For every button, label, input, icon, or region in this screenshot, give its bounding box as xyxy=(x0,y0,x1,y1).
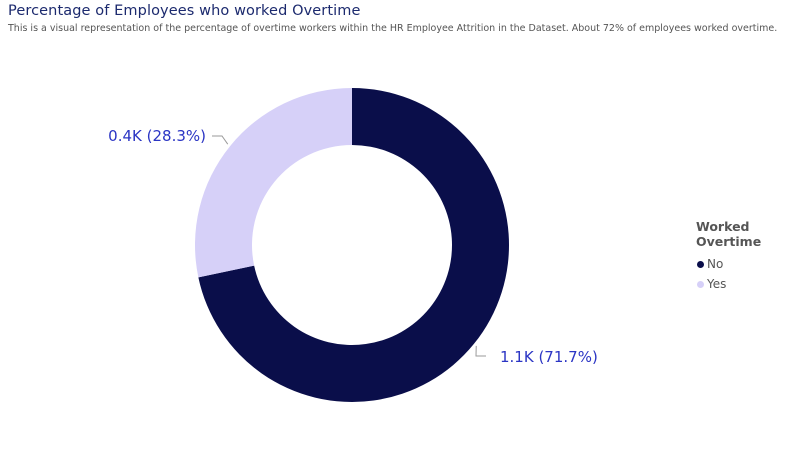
legend-label-yes: Yes xyxy=(707,277,727,291)
chart-subtitle: This is a visual representation of the p… xyxy=(8,23,778,34)
data-label-no: 1.1K (71.7%) xyxy=(500,348,598,366)
donut-slice-yes[interactable] xyxy=(195,88,352,278)
legend-label-no: No xyxy=(707,257,724,271)
legend-title: Worked Overtime xyxy=(696,219,762,249)
legend-marker-no xyxy=(697,260,704,268)
data-label-yes: 0.4K (28.3%) xyxy=(108,127,206,145)
legend-item-no[interactable]: No xyxy=(696,254,812,274)
legend: Worked Overtime No Yes xyxy=(696,219,812,294)
legend-item-yes[interactable]: Yes xyxy=(696,274,812,294)
donut-slice-no[interactable] xyxy=(198,88,509,402)
chart-title: Percentage of Employees who worked Overt… xyxy=(8,3,361,19)
legend-marker-yes xyxy=(697,280,704,288)
leader-line-yes xyxy=(212,135,229,145)
leader-line-no xyxy=(475,345,486,357)
